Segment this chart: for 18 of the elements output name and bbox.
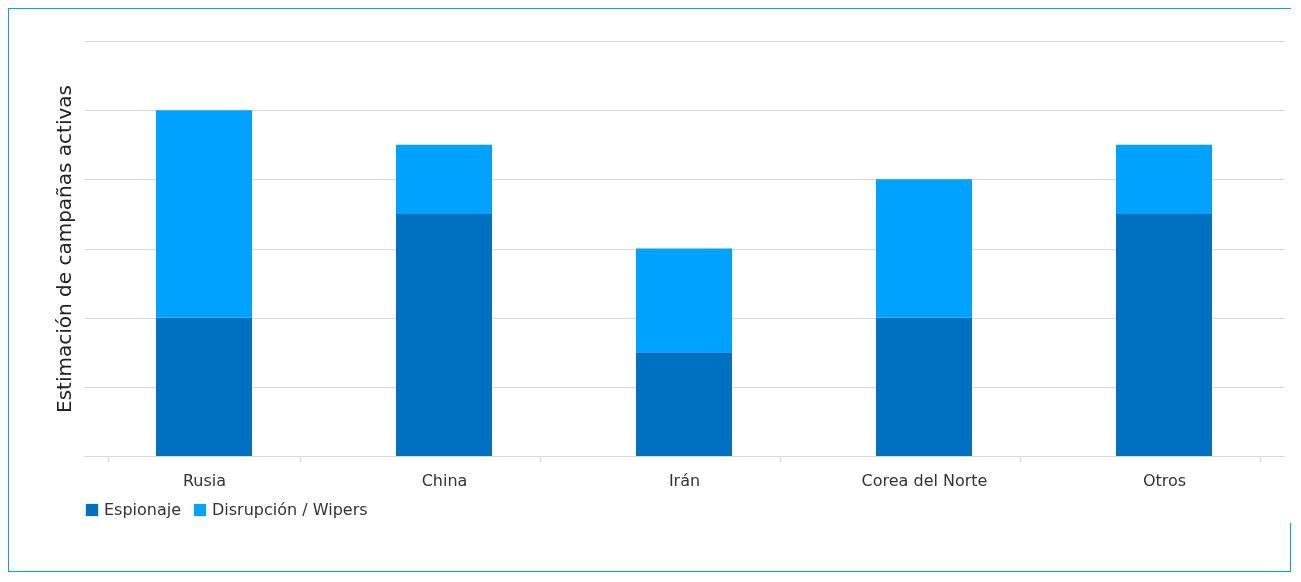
- x-tick-label: China: [421, 470, 468, 490]
- y-axis-title: Estimación de campañas activas: [51, 85, 76, 413]
- legend-label: Espionaje: [104, 500, 182, 519]
- bar: [156, 317, 252, 456]
- legend-label: Disrupción / Wipers: [212, 500, 368, 519]
- bar: [396, 144, 492, 214]
- x-tick-label: Otros: [1142, 470, 1187, 490]
- bar: [396, 213, 492, 456]
- x-tick-label: Irán: [668, 470, 701, 490]
- bar: [1116, 144, 1212, 214]
- x-tick-label: Corea del Norte: [861, 470, 988, 490]
- bar: [636, 352, 732, 456]
- x-tick-label: Rusia: [182, 470, 227, 490]
- bar: [876, 317, 972, 456]
- bar: [1116, 213, 1212, 456]
- bar: [636, 248, 732, 353]
- bar: [876, 179, 972, 318]
- bar: [156, 110, 252, 318]
